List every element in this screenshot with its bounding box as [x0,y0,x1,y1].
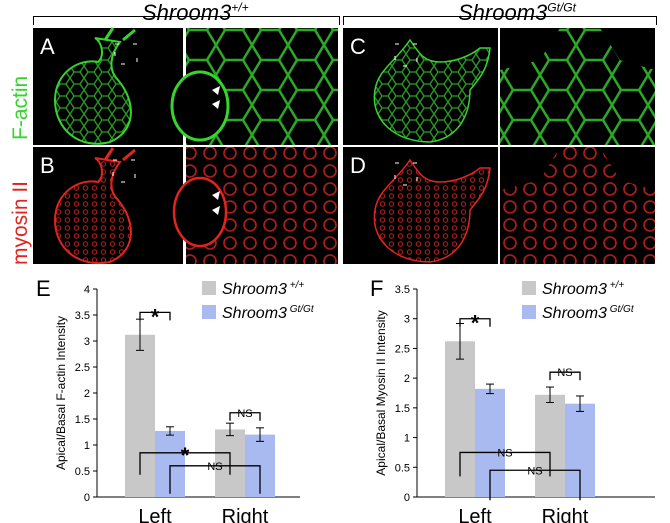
y-tick-label: 3.5 [395,284,410,296]
genotype-sup: +/+ [231,0,249,15]
legend-swatch [522,281,536,295]
y-axis-label: Apical/Basal F-actin Intensity [54,316,68,470]
y-tick-label: 2 [404,373,410,385]
significance-bracket-wide [139,452,231,475]
panel-a-zoom [170,28,338,145]
y-tick-label: 3 [84,336,90,348]
chart-e: 0 0.5 1 1.5 2 2.5 3 3.5 4 Apical/Basal F-actin In… [54,280,315,523]
y-tick-label: 0.5 [395,462,410,474]
y-tick-label: 0 [404,492,410,504]
legend-swatch [522,305,536,319]
legend-label: Shroom3 Gt/Gt [542,304,635,322]
y-tick-label: 0.5 [75,466,90,478]
chart-f-letter: F [370,276,384,301]
y-tick-label: 1 [404,433,410,445]
significance-bracket-label: * [151,304,160,329]
arrowhead-icon [212,86,220,95]
arrowhead-icon [212,206,220,215]
legend-label: Shroom3 +/+ [222,280,304,298]
ns-bracket-wide [459,451,551,477]
significance-bracket [139,311,171,321]
significance-bracket-label: * [471,311,480,336]
x-tick-label: Right [542,506,589,523]
ns-bracket [229,412,261,421]
y-tick-label: 1 [84,440,90,452]
y-tick-label: 0 [84,492,90,504]
panel-d [343,147,498,264]
legend-sup: Gt/Gt [287,304,315,315]
y-tick-label: 1.5 [75,414,90,426]
panel-b [33,147,183,265]
panel-letter-b: B [40,153,55,178]
header-mutant-label: Shroom3Gt/Gt [458,0,576,26]
legend-swatch [202,281,216,295]
ns-bracket-wide [489,469,581,501]
panel-c [343,28,498,145]
header-wildtype-label: Shroom3+/+ [142,0,249,26]
arrowhead-icon [212,191,220,200]
y-tick-label: 2 [84,388,90,400]
ns-bracket-wide-label: NS [207,461,222,473]
significance-bracket [459,318,491,327]
panel-c-zoom [500,28,655,145]
panel-letter-a: A [40,34,55,59]
legend-label: Shroom3 +/+ [542,280,624,298]
x-tick-label: Left [458,506,492,523]
header-bracket-right [343,16,657,25]
y-tick-label: 3.5 [75,310,90,322]
chart-e-letter: E [36,276,51,301]
gene-name: Shroom3 [458,0,548,25]
ns-bracket-label: NS [237,408,252,420]
y-tick-label: 2.5 [395,343,410,355]
panel-letter-d: D [350,153,366,178]
ns-bracket-wide-label: NS [497,447,512,459]
micrograph-grid [33,27,655,265]
ns-bracket-label: NS [557,367,572,379]
y-axis-label: Apical/Basal Myosin II Intensity [374,310,388,475]
header-bracket-left [33,16,340,25]
y-tick-label: 2.5 [75,362,90,374]
legend-sup: +/+ [287,280,304,291]
chart-f: 0 0.5 1 1.5 2 2.5 3 3.5 Apical/Basal Myosin II I… [374,280,655,523]
bar [535,394,565,497]
gene-name: Shroom3 [142,0,232,25]
x-tick-label: Right [222,506,269,523]
arrowhead-icon [212,100,220,109]
x-tick-label: Left [138,506,172,523]
legend-label: Shroom3 Gt/Gt [222,304,315,322]
genotype-sup: Gt/Gt [547,0,576,15]
y-tick-label: 1.5 [395,403,410,415]
legend-sup: +/+ [607,280,624,291]
legend-swatch [202,305,216,319]
ns-bracket-wide [169,465,261,494]
legend-sup: Gt/Gt [607,304,635,315]
significance-bracket-wide-label: * [181,443,190,468]
panel-a [33,27,183,145]
panel-d-zoom [500,147,655,264]
panel-b-zoom [172,147,338,264]
panel-letter-c: C [350,34,366,59]
y-tick-label: 4 [84,284,90,296]
ns-bracket [549,371,581,381]
ns-bracket-wide-label: NS [527,465,542,477]
y-tick-label: 3 [404,314,410,326]
